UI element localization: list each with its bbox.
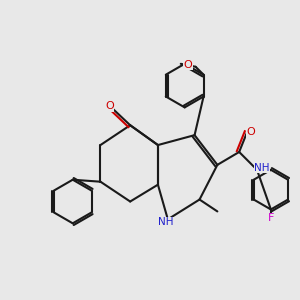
Text: O: O [247, 127, 255, 137]
Text: O: O [183, 60, 192, 70]
Text: NH: NH [254, 163, 270, 173]
Text: NH: NH [158, 217, 174, 227]
Text: O: O [105, 101, 114, 111]
Text: F: F [268, 213, 274, 224]
